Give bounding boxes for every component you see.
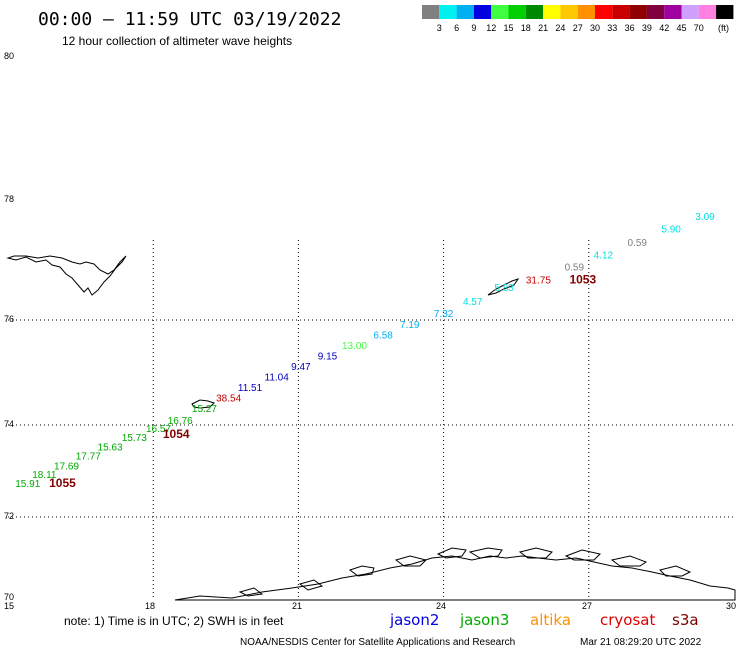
wave-height-observations: 15.9118.1117.6917.7715.6315.7316.5716.76… [15, 212, 715, 490]
scale-label: 27 [573, 23, 583, 33]
y-tick-72: 72 [4, 511, 14, 521]
wave-height-label: 31.75 [526, 276, 551, 287]
wave-height-label: 15.91 [15, 479, 40, 490]
wave-height-label: 0.59 [628, 238, 648, 249]
sat-altika: altika [530, 611, 571, 629]
y-axis-labels: 80 78 76 74 72 70 [4, 51, 14, 602]
wave-height-label: 4.57 [463, 297, 483, 308]
map-title: 00:00 – 11:59 UTC 03/19/2022 [38, 9, 341, 30]
wave-height-label: 15.63 [98, 442, 123, 453]
scale-swatch [456, 5, 474, 19]
scale-label: 39 [642, 23, 652, 33]
scale-label: 18 [521, 23, 531, 33]
footer-credit: NOAA/NESDIS Center for Satellite Applica… [240, 637, 515, 648]
footer-note: note: 1) Time is in UTC; 2) SWH is in fe… [64, 614, 284, 628]
scale-swatch [664, 5, 682, 19]
scale-label: 30 [590, 23, 600, 33]
map-subtitle: 12 hour collection of altimeter wave hei… [62, 34, 292, 48]
wave-height-label: 5.83 [494, 283, 514, 294]
wave-height-label: 18.11 [32, 470, 57, 481]
scale-label: 36 [625, 23, 635, 33]
svalbard-coastline [6, 255, 127, 296]
wave-height-label: 17.77 [76, 452, 101, 463]
sat-jason3: jason3 [459, 611, 509, 629]
scale-swatch [698, 5, 717, 19]
scale-swatch [577, 5, 595, 19]
scale-label: 9 [471, 23, 476, 33]
graticule [8, 240, 735, 597]
scale-label: 3 [437, 23, 442, 33]
scale-label: 21 [538, 23, 548, 33]
scale-swatch [629, 5, 647, 19]
y-tick-80: 80 [4, 51, 14, 61]
wave-height-label: 16.57 [146, 424, 171, 435]
scale-swatch [543, 5, 561, 19]
cycle-number-label: 1055 [49, 476, 76, 490]
wave-height-label: 6.58 [373, 330, 393, 341]
y-tick-78: 78 [4, 194, 14, 204]
hopen-island-coastline [487, 278, 520, 296]
scale-label: 42 [659, 23, 669, 33]
scale-swatch [422, 5, 440, 19]
scale-label: 45 [676, 23, 686, 33]
wave-height-label: 7.19 [400, 320, 420, 331]
wave-height-label: 5.90 [661, 224, 681, 235]
wave-height-label: 13.00 [342, 341, 367, 352]
x-tick-30: 30 [726, 601, 736, 611]
wave-height-label: 7.32 [434, 309, 454, 320]
scale-swatch [525, 5, 544, 19]
scale-label: 6 [454, 23, 459, 33]
x-tick-24: 24 [436, 601, 446, 611]
cycle-number-label: 1053 [569, 273, 596, 287]
wave-height-label: 11.04 [265, 372, 290, 383]
scale-swatch [681, 5, 699, 19]
scale-unit: (ft) [718, 23, 729, 33]
sat-jason2: jason2 [389, 611, 439, 629]
cycle-labels: 1055 1054 1053 [49, 273, 596, 490]
footer-timestamp: Mar 21 08:29:20 UTC 2022 [580, 637, 702, 648]
scale-swatch [612, 5, 630, 19]
scale-swatch [560, 5, 578, 19]
x-tick-21: 21 [292, 601, 302, 611]
scale-swatch [595, 5, 613, 19]
scale-swatch [491, 5, 509, 19]
scale-label: 24 [555, 23, 565, 33]
x-tick-15: 15 [4, 601, 14, 611]
scale-label: 15 [503, 23, 513, 33]
x-tick-18: 18 [145, 601, 155, 611]
sat-s3a: s3a [672, 611, 699, 629]
y-tick-74: 74 [4, 419, 14, 429]
scale-label: 33 [607, 23, 617, 33]
y-tick-70: 70 [4, 592, 14, 602]
scale-swatch [508, 5, 526, 19]
bear-island-coastline [191, 399, 215, 409]
x-axis-labels: 15 18 21 24 27 30 [4, 601, 736, 611]
y-tick-76: 76 [4, 314, 14, 324]
scale-label: 70 [694, 23, 704, 33]
wave-height-label: 38.54 [216, 393, 241, 404]
wave-height-label: 9.15 [318, 351, 338, 362]
scale-swatch [439, 5, 457, 19]
scale-label: 12 [486, 23, 496, 33]
wave-height-label: 9.47 [291, 362, 311, 373]
wave-height-label: 4.12 [594, 250, 614, 261]
wave-height-label: 0.59 [565, 262, 585, 273]
scale-swatch [646, 5, 665, 19]
norway-coastline [174, 547, 736, 601]
wave-height-label: 3.09 [695, 212, 715, 223]
scale-swatch [473, 5, 492, 19]
x-tick-27: 27 [582, 601, 592, 611]
color-scale-legend: 3 6 9 12 15 18 21 24 27 30 33 36 39 42 45 70 [422, 5, 734, 33]
wave-height-label: 16.76 [168, 416, 193, 427]
scale-swatch [716, 5, 734, 19]
sat-cryosat: cryosat [600, 611, 655, 629]
cycle-number-label: 1054 [163, 427, 190, 441]
wave-height-label: 15.27 [192, 404, 217, 415]
wave-height-label: 17.69 [54, 462, 79, 473]
wave-height-label: 15.73 [122, 433, 147, 444]
wave-height-label: 11.51 [238, 383, 263, 394]
